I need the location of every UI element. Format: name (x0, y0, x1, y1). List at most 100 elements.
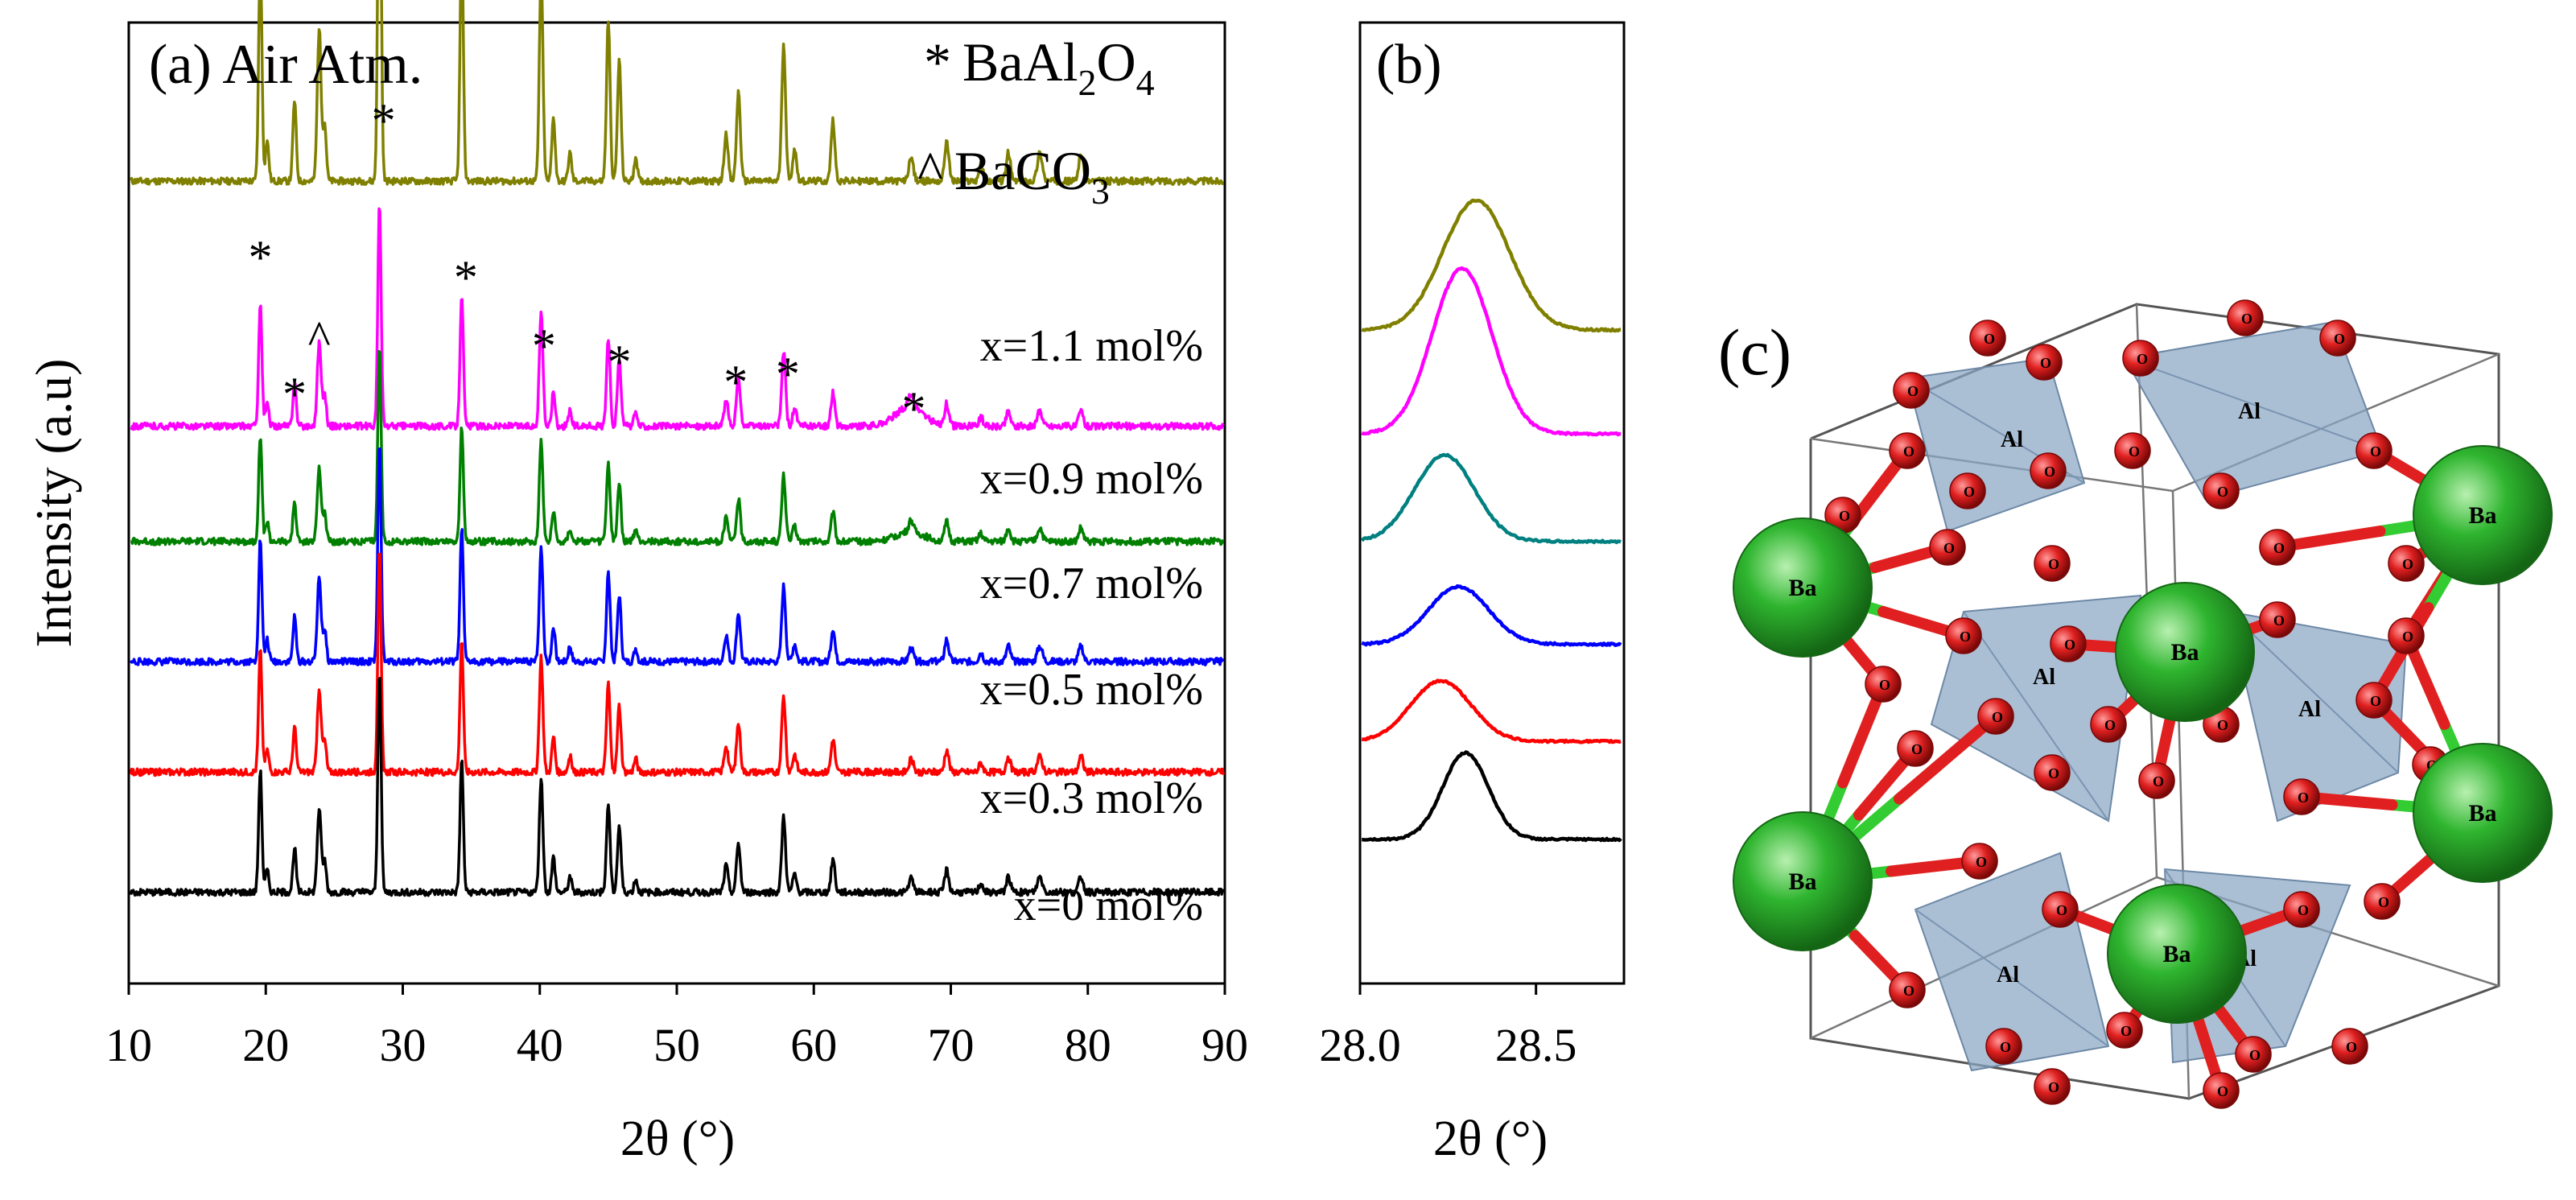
x-tick-label: 50 (653, 1019, 700, 1071)
o-atom (2203, 1072, 2240, 1109)
o-atom-label: O (2273, 540, 2285, 556)
o-atom-label: O (2048, 1079, 2059, 1095)
o-atom-label: O (2402, 556, 2413, 572)
o-atom-label: O (2044, 464, 2055, 480)
o-atom (2364, 883, 2401, 920)
o-atom (1985, 1028, 2022, 1065)
series-label: x=0.7 mol% (980, 559, 1203, 608)
x-tick-label: 70 (928, 1019, 975, 1071)
o-atom (2355, 682, 2393, 719)
o-atom (1961, 843, 1998, 880)
tetrahedron-edge (1963, 611, 2109, 822)
o-atom (1949, 472, 1986, 509)
o-atom (2042, 891, 2079, 928)
peak-marker: * (372, 94, 396, 147)
o-atom-label: O (2370, 693, 2381, 709)
x-tick-label: 30 (380, 1019, 427, 1071)
panel-label-b: (b) (1376, 34, 1442, 96)
peak-marker: * (723, 356, 748, 409)
o-atom-label: O (1943, 540, 1955, 556)
o-atom-label: O (2241, 311, 2252, 327)
zoom-series-line (1361, 678, 1622, 744)
o-atom-label: O (2056, 902, 2067, 918)
o-atom (2034, 545, 2071, 582)
o-atom (1929, 529, 1966, 566)
o-atom-label: O (2298, 902, 2309, 918)
o-atom-label: O (2249, 1047, 2261, 1063)
zoom-series-line (1361, 584, 1622, 647)
o-atom-label: O (1984, 331, 1995, 347)
xrd-series-line (130, 0, 1224, 186)
al-atom-label: Al (1997, 963, 2019, 988)
xrd-panel-b: 28.0 28.5 (b) 2θ (°) (1319, 21, 1626, 1166)
o-atom-label: O (2104, 717, 2116, 733)
o-atom (2388, 545, 2425, 582)
o-atom-label: O (1960, 629, 1971, 645)
peak-marker: * (776, 348, 800, 401)
o-atom (1945, 617, 1982, 654)
series-label: x=0 mol% (1014, 880, 1203, 930)
x-tick-label: 10 (105, 1019, 152, 1071)
o-atom (2122, 340, 2159, 377)
tetrahedron-edge (1914, 909, 2109, 1047)
o-atom-label: O (2153, 773, 2164, 790)
o-atom (1889, 971, 1926, 1008)
xrd-series-line (130, 207, 1225, 431)
o-atom-label: O (2048, 556, 2059, 572)
x-tick-label: 80 (1065, 1019, 1111, 1071)
ba-atom-label: Ba (1788, 575, 1816, 601)
xrd-panel-a: **^*** * * ** 10 20 30 40 50 60 70 80 90 x=1.1 mol%… (25, 0, 1248, 1166)
plot-frame-b (1358, 21, 1626, 985)
x-axis-ticks-b: 28.0 28.5 (1319, 984, 1577, 1071)
ba-o-bond (1894, 711, 2001, 805)
o-atom-label: O (2346, 1039, 2357, 1055)
zoom-series-line (1361, 266, 1622, 437)
o-atom-label: O (1911, 741, 1923, 757)
xrd-series-line (130, 349, 1225, 546)
ba-atom-label: Ba (1788, 868, 1816, 895)
panel-label-a: (a) Air Atm. (149, 34, 422, 96)
o-atom-label: O (2402, 629, 2413, 645)
o-atom (2114, 432, 2151, 469)
o-atom (1889, 432, 1926, 469)
o-atom-label: O (1879, 677, 1890, 693)
o-atom-label: O (2121, 1023, 2132, 1039)
o-atom-label: O (1903, 983, 1914, 999)
xrd-series-group (129, 0, 1225, 897)
tetrahedron-edge (2228, 611, 2399, 773)
o-atom (2034, 754, 2071, 791)
x-axis-label-a: 2θ (°) (620, 1111, 735, 1166)
y-axis-label: Intensity (a.u) (25, 359, 82, 648)
x-tick-label: 90 (1201, 1019, 1248, 1071)
ba-atom-label: Ba (2162, 941, 2191, 967)
o-atom-label: O (2217, 484, 2228, 500)
o-atom (1893, 372, 1930, 409)
al-atom-label: Al (2238, 399, 2261, 424)
o-atom-label: O (2217, 717, 2228, 733)
peak-marker: * (607, 336, 631, 389)
legend-entry-baco3: ^ BaCO3 (917, 140, 1110, 212)
series-label: x=0.9 mol% (980, 454, 1203, 504)
tetrahedron-edge (2124, 357, 2383, 452)
o-atom (2138, 762, 2175, 799)
o-atom-label: O (1992, 709, 2003, 725)
ba-atom (2107, 884, 2247, 1024)
panel-label-c: (c) (1718, 315, 1791, 389)
o-atom-label: O (2378, 894, 2389, 910)
o-atom (1977, 698, 2014, 735)
o-atom (2355, 432, 2393, 469)
o-atom (1969, 320, 2006, 357)
xrd-series-line (129, 676, 1225, 897)
al-atom-label: Al (2298, 697, 2321, 722)
o-atom (1897, 730, 1934, 767)
o-atom-label: O (1976, 854, 1987, 870)
zoom-series-group (1360, 198, 1622, 843)
o-atom (2050, 625, 2087, 662)
ba-atom (2413, 743, 2553, 883)
zoom-series-line (1361, 750, 1622, 843)
o-atom (2331, 1028, 2368, 1065)
ba-atom-label: Ba (2468, 800, 2496, 827)
o-atom (2030, 452, 2067, 489)
o-atom-label: O (2334, 331, 2345, 347)
ba-atom (2413, 445, 2553, 585)
